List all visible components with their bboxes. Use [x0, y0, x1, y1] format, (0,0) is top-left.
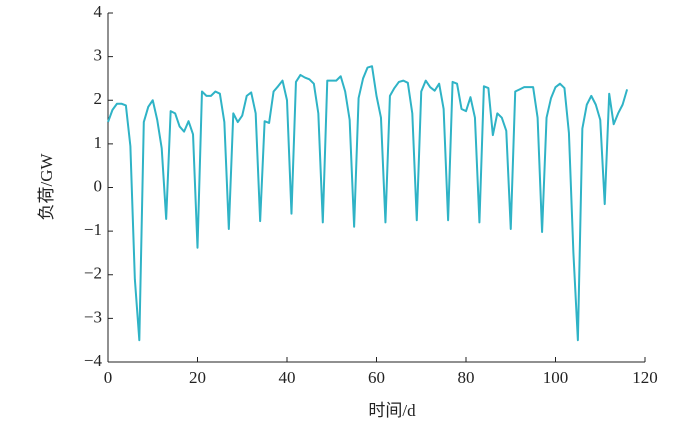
x-tick-label: 100 — [543, 368, 569, 387]
y-tick-label: 2 — [94, 89, 103, 108]
y-tick-label: −1 — [84, 220, 102, 239]
data-line — [107, 65, 629, 342]
y-tick-label: −4 — [84, 351, 103, 370]
y-tick-label: 0 — [94, 176, 103, 195]
x-tick-label: 80 — [458, 368, 475, 387]
y-axis-label: 负荷/GW — [37, 153, 56, 221]
x-tick-label: 120 — [632, 368, 658, 387]
y-tick-label: 3 — [94, 46, 103, 65]
y-tick-label: −2 — [84, 264, 102, 283]
y-tick-label: 1 — [94, 133, 103, 152]
x-tick-label: 40 — [279, 368, 296, 387]
x-tick-label: 20 — [189, 368, 206, 387]
x-tick-label: 0 — [104, 368, 113, 387]
y-tick-label: 4 — [94, 2, 103, 21]
x-axis-label: 时间/d — [368, 401, 416, 420]
x-tick-label: 60 — [368, 368, 385, 387]
y-tick-label: −3 — [84, 307, 102, 326]
